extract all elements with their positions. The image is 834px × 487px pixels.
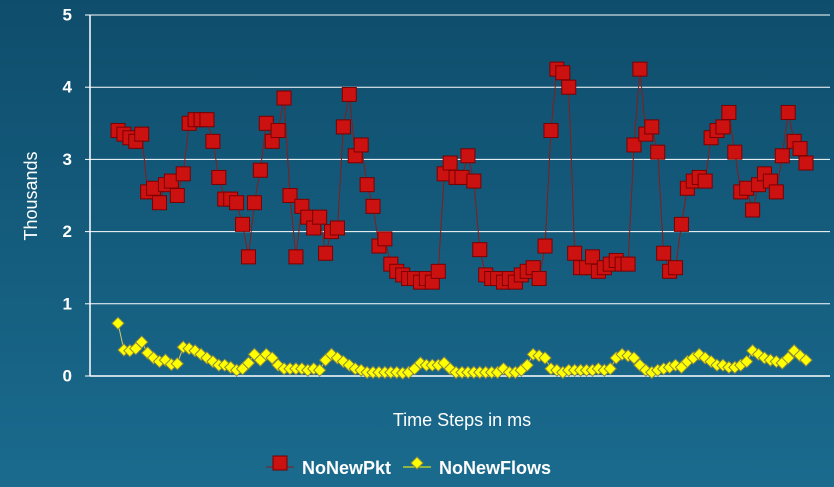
y-axis-label: Thousands [21,151,41,240]
marker-square [567,245,583,261]
marker-square [211,169,227,185]
marker-square [537,238,553,254]
marker-square [288,249,304,265]
marker-square [626,137,642,153]
marker-square [282,188,298,203]
marker-square [134,126,150,142]
marker-square [205,133,221,149]
marker-square [697,173,713,189]
y-tick-label: 4 [63,78,73,97]
marker-square [561,79,577,95]
marker-diamond [265,351,279,365]
marker-square [169,188,185,203]
marker-square [792,141,808,157]
marker-square [650,144,666,160]
marker-square [673,216,689,232]
marker-square [727,144,743,160]
marker-square [466,173,482,189]
marker-square [353,137,369,153]
marker-square [246,195,262,211]
marker-square [335,119,351,135]
marker-square [276,90,292,106]
marker-diamond [111,316,125,331]
marker-diamond [410,456,424,470]
marker-square [780,104,796,120]
marker-square [341,86,357,102]
marker-square [442,155,458,171]
legend: NoNewPkt NoNewFlows [266,455,551,478]
marker-square [359,177,375,193]
marker-square [460,148,476,164]
marker-diamond [538,351,552,365]
marker-diamond [603,362,617,376]
marker-square [745,202,761,218]
marker-diamond [520,358,534,372]
marker-square [555,65,571,81]
plot-area [110,61,814,380]
marker-square [721,104,737,120]
y-tick-label: 2 [63,222,72,241]
marker-square [312,209,328,225]
marker-square [240,249,256,265]
marker-square [632,61,648,77]
marker-square [430,263,446,279]
marker-square [377,231,393,247]
marker-square [329,220,345,236]
marker-square [644,119,660,135]
marker-square [798,155,814,171]
marker-diamond [627,351,641,365]
marker-square [152,195,168,211]
marker-square [235,216,251,232]
x-axis-label: Time Steps in ms [393,410,531,430]
marker-square [318,245,334,261]
y-tick-label: 5 [63,5,72,24]
marker-square [270,123,286,139]
marker-square [774,148,790,164]
marker-square [229,195,245,211]
legend-label: NoNewPkt [302,458,391,478]
marker-diamond [241,356,256,370]
y-tick-label: 1 [63,294,72,313]
y-tick-label: 0 [63,366,72,385]
marker-square [656,245,672,261]
marker-square [768,184,784,200]
marker-square [668,260,684,276]
marker-square [252,162,268,178]
marker-diamond [781,351,795,365]
marker-square [531,271,547,287]
marker-diamond [799,353,813,367]
marker-square [365,198,381,214]
marker-square [175,166,191,182]
y-tick-label: 3 [63,150,72,169]
legend-label: NoNewFlows [439,458,551,478]
marker-square [472,242,488,258]
marker-square [620,256,636,272]
grid: 0 1 2 3 4 5 [63,5,830,385]
marker-square [199,112,215,128]
marker-diamond [135,335,149,349]
marker-square [272,455,288,471]
marker-diamond [739,354,754,369]
marker-square [715,119,731,135]
marker-square [543,123,559,139]
marker-diamond [312,363,327,377]
marker-diamond [170,357,185,371]
